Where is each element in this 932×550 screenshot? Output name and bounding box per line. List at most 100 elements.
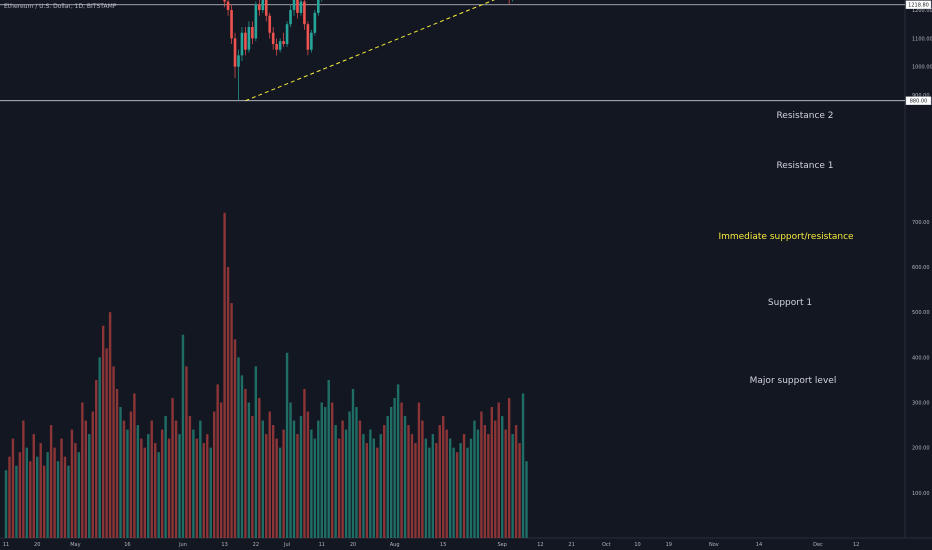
- volume-bar: [469, 438, 473, 538]
- volume-bar: [119, 407, 122, 538]
- volume-bar: [11, 438, 15, 538]
- volume-bar: [494, 420, 497, 538]
- price-tick-label: 900.00: [912, 93, 930, 99]
- time-tick-label: 22: [253, 542, 259, 548]
- volume-tick-label: 300.00: [912, 400, 930, 406]
- volume-bar: [233, 339, 237, 538]
- volume-bar: [157, 452, 160, 538]
- volume-bar: [501, 416, 504, 538]
- candle-body: [282, 41, 285, 45]
- time-tick-label: Jul: [283, 542, 290, 548]
- candle: [306, 21, 310, 56]
- volume-bar: [265, 434, 268, 538]
- volume-bar: [320, 402, 323, 538]
- candle: [278, 38, 282, 53]
- trendline-label: Immediate support/resistance: [718, 232, 854, 242]
- volume-bar: [372, 438, 376, 538]
- volume-axis: 700.00 600.00 500.00 400.00 300.00 200.00 100.…: [912, 220, 930, 497]
- volume-bar: [386, 416, 389, 538]
- volume-bar: [400, 402, 403, 538]
- volume-bar: [525, 461, 528, 538]
- volume-bar: [29, 461, 32, 538]
- volume-bar: [143, 447, 146, 538]
- volume-bar: [247, 402, 251, 538]
- candle: [251, 21, 254, 45]
- candle: [223, 0, 226, 8]
- volume-bar: [258, 397, 261, 538]
- candle: [230, 4, 233, 45]
- volume-bar: [202, 443, 205, 538]
- volume-bar: [36, 456, 39, 538]
- candle: [261, 0, 265, 13]
- candle-body: [244, 32, 247, 50]
- volume-bar: [70, 429, 74, 538]
- candle-body: [275, 44, 278, 50]
- volume-bar: [171, 397, 174, 538]
- price-axis[interactable]: 2500.002400.002300.002200.002100.002000.…: [912, 0, 932, 99]
- volume-bar: [324, 407, 327, 538]
- level-price-tag: 880.00: [905, 96, 932, 105]
- candle-body: [292, 0, 296, 11]
- candle: [237, 49, 240, 101]
- time-tick-label: 16: [124, 542, 130, 548]
- volume-bar: [299, 416, 303, 538]
- volume-bar: [348, 411, 351, 538]
- candle: [247, 21, 251, 53]
- time-tick-label: 12: [853, 542, 859, 548]
- volume-bar: [126, 429, 129, 538]
- chart-header: Ethereum / U.S. Dollar, 1D, BITSTAMP: [4, 3, 116, 10]
- volume-bar: [455, 452, 459, 538]
- volume-bar: [32, 434, 35, 538]
- candle-body: [251, 27, 254, 39]
- volume-bar: [473, 420, 476, 538]
- time-tick-label: 20: [34, 542, 40, 548]
- candle-body: [310, 32, 313, 50]
- volume-bar: [150, 420, 153, 538]
- volume-bar: [292, 420, 296, 538]
- volume-bar: [421, 420, 424, 538]
- candle-body: [271, 32, 275, 45]
- volume-bar: [112, 366, 115, 538]
- volume-bar: [459, 443, 462, 538]
- volume-bar: [181, 334, 185, 538]
- volume-bar: [330, 402, 334, 538]
- candle: [268, 12, 272, 39]
- volume-bar: [521, 393, 525, 538]
- volume-bar: [358, 420, 362, 538]
- time-tick-label: 14: [756, 542, 762, 548]
- candle: [258, 0, 261, 16]
- volume-bar: [133, 393, 136, 538]
- time-tick-label: Dec: [813, 542, 823, 548]
- candle: [512, 0, 513, 2]
- volume-bar: [261, 420, 264, 538]
- volume-tick-label: 100.00: [912, 491, 930, 497]
- volume-bar: [487, 434, 490, 538]
- trendline-group: Immediate support/resistance: [245, 0, 854, 242]
- time-tick-label: Nov: [709, 542, 719, 548]
- volume-bar: [344, 429, 348, 538]
- level-label: Resistance 1: [776, 161, 833, 171]
- time-axis[interactable]: 11 20 May 16 Jun 13 22 Jul 11 20 Aug 15 Sep 12 21 Oct 10…: [3, 542, 860, 548]
- time-tick-label: Sep: [497, 542, 506, 548]
- level-label: Resistance 2: [776, 111, 833, 121]
- time-tick-label: 15: [440, 542, 446, 548]
- price-tick-label: 1100.00: [912, 36, 932, 42]
- time-tick-label: May: [70, 542, 80, 548]
- volume-bar: [22, 420, 25, 538]
- volume-bar: [514, 425, 518, 538]
- volume-bar: [167, 438, 171, 538]
- level-price-tag-text: 880.00: [910, 99, 928, 105]
- volume-bar: [271, 425, 275, 538]
- volume-bars: [4, 212, 528, 538]
- volume-bar: [147, 434, 150, 538]
- volume-bar: [497, 402, 500, 538]
- candle: [289, 4, 292, 28]
- candle: [226, 0, 230, 16]
- volume-bar: [268, 411, 271, 538]
- volume-bar: [4, 470, 8, 538]
- volume-bar: [337, 438, 341, 538]
- volume-bar: [60, 438, 63, 538]
- candle-body: [268, 15, 272, 33]
